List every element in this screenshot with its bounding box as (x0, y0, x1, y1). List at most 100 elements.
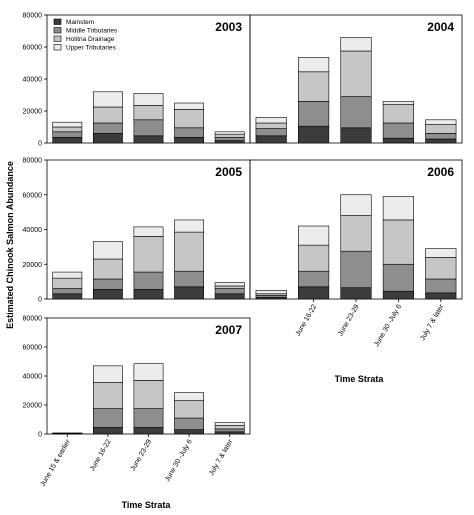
bar-segment-holitna-drainage-2003-june-30-july-6 (174, 109, 205, 129)
bar-segment-holitna-drainage-2004-june-15-earlier (255, 122, 287, 129)
x-tick-label: June 15 & earlier (40, 438, 73, 488)
x-axis-title-left: Time Strata (122, 500, 172, 510)
legend-swatch-mainstem (53, 18, 62, 25)
panel-title-2005: 2005 (215, 165, 242, 179)
y-tick-label: 40000 (23, 374, 43, 381)
bar-segment-upper-tributaries-2006-july-7-later (425, 248, 457, 258)
legend-label-middle-tributaries: Middle Tributaries (66, 28, 118, 35)
y-tick-label: 0 (38, 432, 42, 439)
bar-segment-middle-tributaries-2007-june-23-29 (133, 408, 164, 428)
bar-segment-middle-tributaries-2003-june-15-earlier (52, 131, 83, 138)
bar-segment-holitna-drainage-2004-june-30-july-6 (382, 104, 414, 124)
x-tick-label: June 30 -July 6 (373, 303, 403, 348)
bar-segment-middle-tributaries-2003-june-23-29 (133, 119, 164, 137)
panel-2004: 2004 (249, 14, 463, 144)
y-tick-label: 0 (38, 297, 42, 304)
bar-segment-upper-tributaries-2005-july-7-later (214, 282, 245, 287)
y-tick-label: 80000 (23, 158, 43, 165)
bar-segment-holitna-drainage-2007-june-16-22 (92, 382, 123, 409)
bar-segment-holitna-drainage-2004-july-7-later (425, 124, 457, 134)
y-tick-label: 20000 (23, 262, 43, 269)
bar-segment-mainstem-2004-june-15-earlier (255, 135, 287, 144)
bar-segment-mainstem-2004-june-23-29 (340, 127, 372, 144)
x-tick-label: July 7 & later (419, 303, 446, 342)
bar-segment-upper-tributaries-2007-july-7-later (214, 422, 245, 426)
y-tick-label: 60000 (23, 45, 43, 52)
bar-segment-holitna-drainage-2003-june-16-22 (92, 106, 123, 124)
panel-title-2004: 2004 (427, 20, 454, 34)
bar-segment-holitna-drainage-2004-june-23-29 (340, 50, 372, 97)
legend-swatch-middle-tributaries (53, 27, 62, 34)
bar-segment-holitna-drainage-2005-june-23-29 (133, 236, 164, 273)
legend-label-mainstem: Mainstem (66, 19, 94, 26)
y-axis-title: Estimated Chinook Salmon Abundance (5, 161, 15, 329)
y-tick-label: 80000 (23, 13, 43, 20)
legend-swatch-holitna-drainage (53, 35, 62, 42)
x-tick-label: July 7 & later (208, 438, 235, 477)
x-tick-label: June 16-22 (89, 438, 113, 472)
bar-segment-mainstem-2003-june-30-july-6 (174, 137, 205, 144)
bar-segment-holitna-drainage-2006-june-16-22 (298, 244, 330, 272)
bar-segment-upper-tributaries-2003-july-7-later (214, 131, 245, 135)
bar-segment-middle-tributaries-2006-july-7-later (425, 278, 457, 294)
panel-title-2006: 2006 (427, 165, 454, 179)
bar-segment-holitna-drainage-2007-june-30-july-6 (174, 400, 205, 419)
bar-segment-mainstem-2004-july-7-later (425, 138, 457, 144)
bar-segment-middle-tributaries-2004-june-23-29 (340, 96, 372, 129)
bar-segment-upper-tributaries-2004-june-16-22 (298, 57, 330, 73)
bar-segment-upper-tributaries-2007-june-15-earlier (52, 432, 83, 434)
bar-segment-middle-tributaries-2005-june-30-july-6 (174, 270, 205, 288)
panel-title-2003: 2003 (215, 20, 242, 34)
bar-segment-upper-tributaries-2006-june-15-earlier (255, 290, 287, 295)
bar-segment-upper-tributaries-2007-june-30-july-6 (174, 392, 205, 401)
bar-segment-middle-tributaries-2006-june-23-29 (340, 250, 372, 289)
bar-segment-mainstem-2007-june-16-22 (92, 427, 123, 435)
bar-segment-middle-tributaries-2004-june-16-22 (298, 101, 330, 127)
panel-2005: 0 20000 40000 60000 80000 2005 (23, 158, 251, 304)
bar-segment-holitna-drainage-2006-june-23-29 (340, 215, 372, 252)
bar-segment-mainstem-2003-july-7-later (214, 140, 245, 144)
bar-segment-upper-tributaries-2003-june-15-earlier (52, 121, 83, 128)
y-tick-label: 60000 (23, 192, 43, 199)
bar-segment-mainstem-2004-june-16-22 (298, 125, 330, 144)
bar-segment-holitna-drainage-2005-june-16-22 (92, 258, 123, 280)
bar-segment-holitna-drainage-2003-june-23-29 (133, 105, 164, 121)
bar-segment-upper-tributaries-2007-june-23-29 (133, 363, 164, 381)
bar-segment-upper-tributaries-2004-june-30-july-6 (382, 101, 414, 105)
y-tick-label: 0 (38, 141, 42, 148)
x-tick-label: June 23-29 (130, 438, 154, 472)
x-tick-label: June 30 -July 6 (164, 438, 194, 483)
panel-2006: 2006 June 16-22 June 23-29 June 30 -July 6 J… (249, 159, 463, 348)
x-tick-label: June 23-29 (337, 303, 361, 337)
bar-segment-holitna-drainage-2005-july-7-later (214, 285, 245, 289)
bar-segment-mainstem-2005-june-23-29 (133, 289, 164, 300)
legend-swatch-upper-tributaries (53, 44, 62, 51)
legend-label-upper-tributaries: Upper Tributaries (66, 45, 117, 52)
bar-segment-upper-tributaries-2004-june-23-29 (340, 37, 372, 52)
bar-segment-middle-tributaries-2004-june-30-july-6 (382, 122, 414, 139)
bar-segment-holitna-drainage-2003-june-15-earlier (52, 126, 83, 133)
bar-segment-mainstem-2006-june-23-29 (340, 287, 372, 300)
bar-segment-upper-tributaries-2003-june-23-29 (133, 93, 164, 106)
bar-segment-middle-tributaries-2005-june-16-22 (92, 278, 123, 290)
bar-segment-holitna-drainage-2006-june-30-july-6 (382, 219, 414, 265)
bar-segment-middle-tributaries-2007-june-16-22 (92, 408, 123, 428)
bar-segment-mainstem-2006-june-30-july-6 (382, 290, 414, 300)
y-tick-label: 60000 (23, 345, 43, 352)
bar-segment-mainstem-2006-june-16-22 (298, 286, 330, 300)
bar-segment-holitna-drainage-2004-june-16-22 (298, 71, 330, 102)
y-tick-label: 80000 (23, 316, 43, 323)
bar-segment-holitna-drainage-2007-july-7-later (214, 424, 245, 430)
bar-segment-mainstem-2006-july-7-later (425, 292, 457, 300)
x-tick-label: June 16-22 (295, 303, 319, 337)
bar-segment-mainstem-2005-june-15-earlier (52, 293, 83, 300)
bar-segment-holitna-drainage-2007-june-23-29 (133, 380, 164, 409)
bar-segment-mainstem-2003-june-23-29 (133, 135, 164, 144)
panel-title-2007: 2007 (215, 323, 242, 337)
bar-segment-mainstem-2005-july-7-later (214, 293, 245, 300)
bar-segment-upper-tributaries-2003-june-16-22 (92, 91, 123, 108)
bar-segment-upper-tributaries-2007-june-16-22 (92, 365, 123, 383)
bar-segment-upper-tributaries-2006-june-16-22 (298, 225, 330, 246)
